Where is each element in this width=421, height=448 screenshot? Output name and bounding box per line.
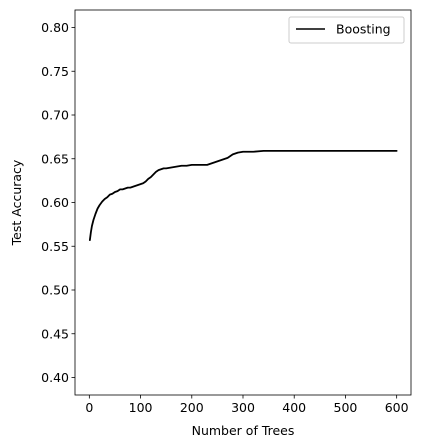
legend-label-boosting: Boosting [336,22,391,37]
x-tick-label: 500 [334,400,358,415]
x-tick-label: 300 [231,400,255,415]
y-axis-label: Test Accuracy [9,159,24,246]
x-tick-label: 400 [282,400,306,415]
x-axis-label: Number of Trees [192,423,295,438]
y-tick-label: 0.75 [41,64,69,79]
x-tick-label: 0 [85,400,93,415]
y-tick-label: 0.60 [41,195,69,210]
y-tick-label: 0.45 [41,326,69,341]
legend: Boosting [289,17,404,43]
y-tick-label: 0.55 [41,239,69,254]
y-tick-label: 0.50 [41,283,69,298]
x-tick-label: 200 [180,400,204,415]
y-tick-label: 0.65 [41,151,69,166]
x-tick-label: 100 [129,400,153,415]
y-tick-label: 0.70 [41,108,69,123]
y-tick-label: 0.40 [41,370,69,385]
x-tick-label: 600 [385,400,409,415]
y-tick-label: 0.80 [41,20,69,35]
